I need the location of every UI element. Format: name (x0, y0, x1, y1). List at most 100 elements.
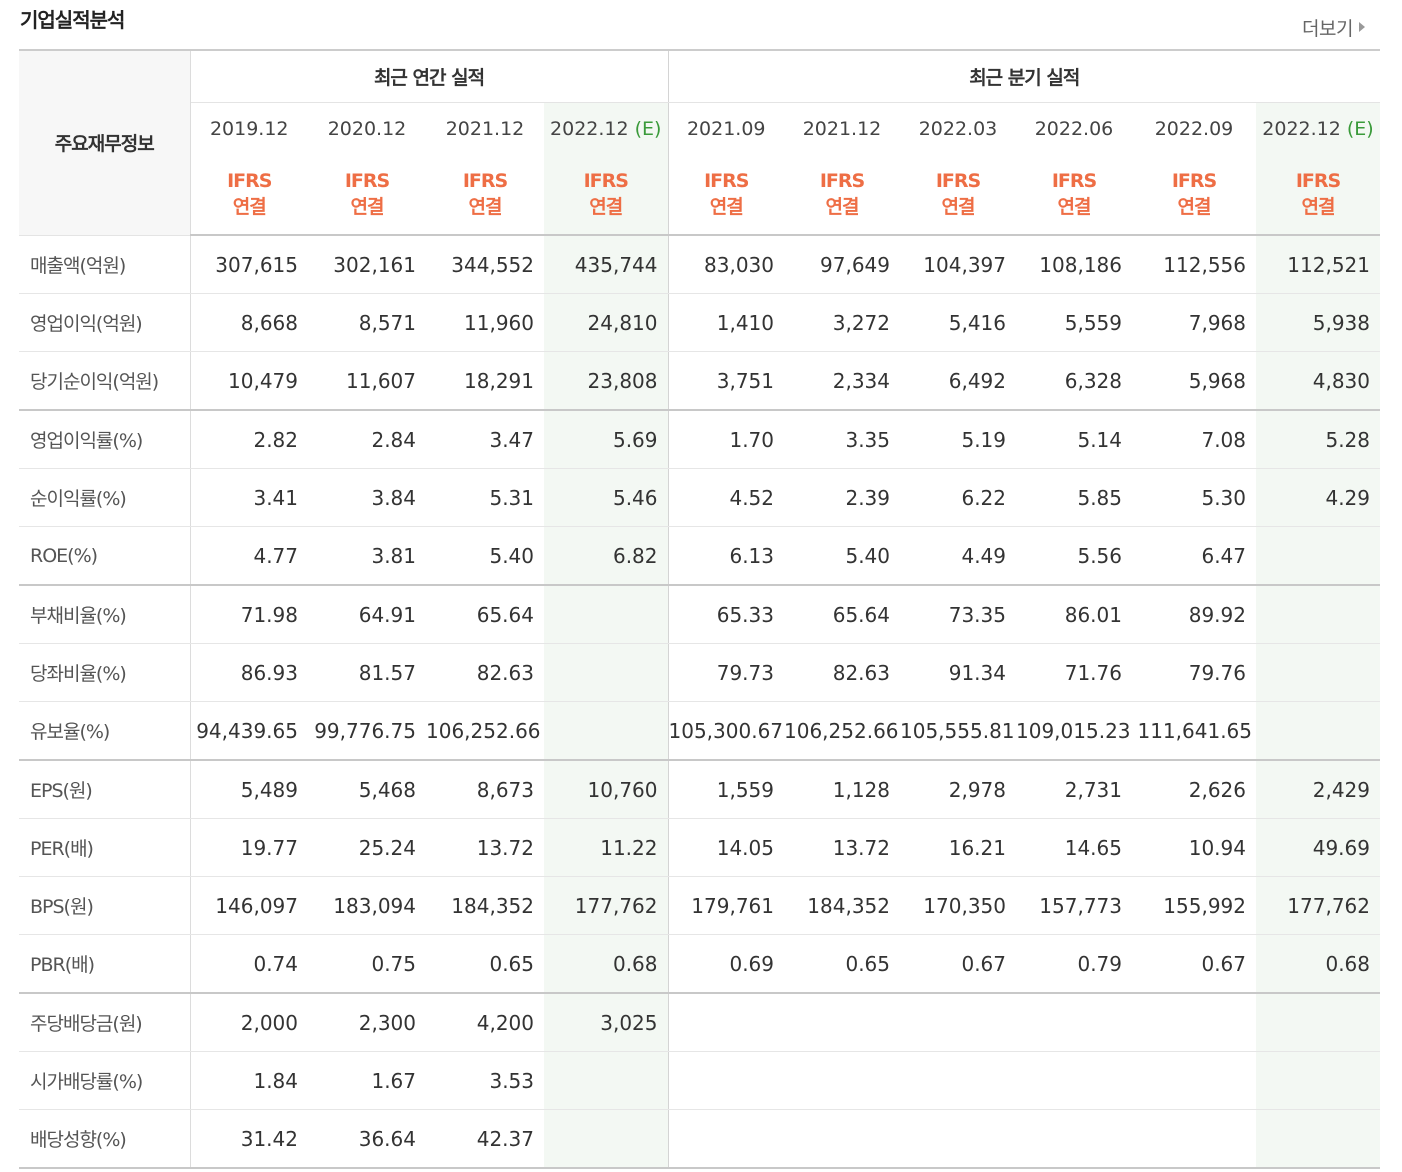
table-row: PER(배) 19.77 25.24 13.72 11.22 14.05 13.72 16.2… (19, 818, 1380, 877)
section-title: 기업실적분석 (20, 8, 125, 32)
row-label: 당기순이익(억원) (19, 351, 191, 411)
value-cell: 42.37 (426, 1109, 544, 1169)
value-cell: 11,607 (308, 351, 426, 411)
value-cell: 184,352 (426, 876, 544, 935)
value-cell: 1.70 (668, 410, 784, 469)
period-label: 2021.09 (686, 117, 766, 140)
value-cell: 18,291 (426, 351, 544, 411)
value-cell (1256, 1109, 1380, 1169)
value-cell: 112,556 (1132, 235, 1256, 294)
accounting-standard: IFRS 연결 (544, 154, 669, 236)
accounting-line1: IFRS (1295, 170, 1341, 192)
value-cell: 105,300.67 (668, 701, 784, 761)
value-cell: 5.46 (544, 468, 669, 527)
more-link[interactable]: 더보기 (1302, 14, 1365, 41)
value-cell: 73.35 (900, 585, 1016, 644)
period-label: 2019.12 (209, 117, 289, 140)
table-row: PBR(배) 0.74 0.75 0.65 0.68 0.69 0.65 0.67 0.79 0.… (19, 934, 1380, 994)
row-label: 매출액(억원) (19, 235, 191, 294)
value-cell: 106,252.66 (784, 701, 900, 761)
period-label: 2022.06 (1034, 117, 1114, 140)
estimate-mark: (E) (1346, 117, 1374, 140)
row-label: 부채비율(%) (19, 585, 191, 644)
value-cell: 155,992 (1132, 876, 1256, 935)
value-cell: 5.56 (1016, 526, 1132, 586)
value-cell: 23,808 (544, 351, 669, 411)
value-cell: 157,773 (1016, 876, 1132, 935)
value-cell: 6.13 (668, 526, 784, 586)
value-cell (1256, 585, 1380, 644)
accounting-line1: IFRS (819, 170, 865, 192)
value-cell: 11.22 (544, 818, 669, 877)
value-cell: 5,968 (1132, 351, 1256, 411)
more-label: 더보기 (1302, 18, 1353, 40)
accounting-line1: IFRS (935, 170, 981, 192)
value-cell (1256, 993, 1380, 1052)
value-cell: 179,761 (668, 876, 784, 935)
accounting-standard: IFRS 연결 (1256, 154, 1380, 236)
value-cell: 65.33 (668, 585, 784, 644)
value-cell (900, 993, 1016, 1052)
value-cell: 1.67 (308, 1051, 426, 1110)
value-cell: 65.64 (784, 585, 900, 644)
value-cell: 6.82 (544, 526, 669, 586)
accounting-line2: 연결 (941, 196, 976, 218)
value-cell: 105,555.81 (900, 701, 1016, 761)
row-label: 영업이익(억원) (19, 293, 191, 352)
value-cell: 31.42 (190, 1109, 308, 1169)
period-label: 2022.12 (1262, 117, 1341, 140)
value-cell (1256, 526, 1380, 586)
value-cell: 2,000 (190, 993, 308, 1052)
estimate-mark: (E) (634, 117, 662, 140)
value-cell: 13.72 (784, 818, 900, 877)
financial-summary-table: 주요재무정보 최근 연간 실적 최근 분기 실적 2019.12 2020.12 2021… (19, 49, 1380, 1169)
value-cell (544, 1109, 669, 1169)
value-cell: 91.34 (900, 643, 1016, 702)
row-label: BPS(원) (19, 876, 191, 935)
quarter-period-header: 2022.09 (1132, 103, 1256, 155)
value-cell: 0.65 (426, 934, 544, 994)
value-cell: 24,810 (544, 293, 669, 352)
table-row: 시가배당률(%) 1.84 1.67 3.53 (19, 1051, 1380, 1110)
accounting-line1: IFRS (1051, 170, 1097, 192)
table-row: EPS(원) 5,489 5,468 8,673 10,760 1,559 1,128 2,9… (19, 760, 1380, 819)
table-row: 당기순이익(억원) 10,479 11,607 18,291 23,808 3,751 2,… (19, 351, 1380, 411)
value-cell: 3,272 (784, 293, 900, 352)
value-cell: 0.67 (900, 934, 1016, 994)
value-cell: 10.94 (1132, 818, 1256, 877)
value-cell: 3.84 (308, 468, 426, 527)
value-cell (1016, 1109, 1132, 1169)
value-cell: 14.05 (668, 818, 784, 877)
table-row: 유보율(%) 94,439.65 99,776.75 106,252.66 105,30… (19, 701, 1380, 761)
annual-period-header: 2021.12 (426, 103, 544, 155)
value-cell: 82.63 (784, 643, 900, 702)
annual-period-header: 2019.12 (190, 103, 308, 155)
accounting-line1: IFRS (344, 170, 390, 192)
period-label: 2021.12 (802, 117, 882, 140)
value-cell: 79.73 (668, 643, 784, 702)
value-cell: 79.76 (1132, 643, 1256, 702)
value-cell (668, 1109, 784, 1169)
value-cell (1016, 1051, 1132, 1110)
value-cell: 8,668 (190, 293, 308, 352)
value-cell (784, 993, 900, 1052)
value-cell: 3,751 (668, 351, 784, 411)
table-row: 당좌비율(%) 86.93 81.57 82.63 79.73 82.63 91.34 71.… (19, 643, 1380, 702)
value-cell: 71.98 (190, 585, 308, 644)
accounting-standard: IFRS 연결 (190, 154, 308, 236)
accounting-line2: 연결 (589, 196, 623, 218)
value-cell: 4,830 (1256, 351, 1380, 411)
value-cell (784, 1051, 900, 1110)
value-cell: 146,097 (190, 876, 308, 935)
value-cell: 8,571 (308, 293, 426, 352)
table-row: 주당배당금(원) 2,000 2,300 4,200 3,025 (19, 993, 1380, 1052)
value-cell (1132, 993, 1256, 1052)
value-cell: 5.40 (784, 526, 900, 586)
value-cell: 0.65 (784, 934, 900, 994)
quarter-period-header: 2021.12 (784, 103, 900, 155)
table-row: ROE(%) 4.77 3.81 5.40 6.82 6.13 5.40 4.49 5.56 6.… (19, 526, 1380, 586)
value-cell: 89.92 (1132, 585, 1256, 644)
accounting-line1: IFRS (583, 170, 629, 192)
accounting-line2: 연결 (825, 196, 860, 218)
